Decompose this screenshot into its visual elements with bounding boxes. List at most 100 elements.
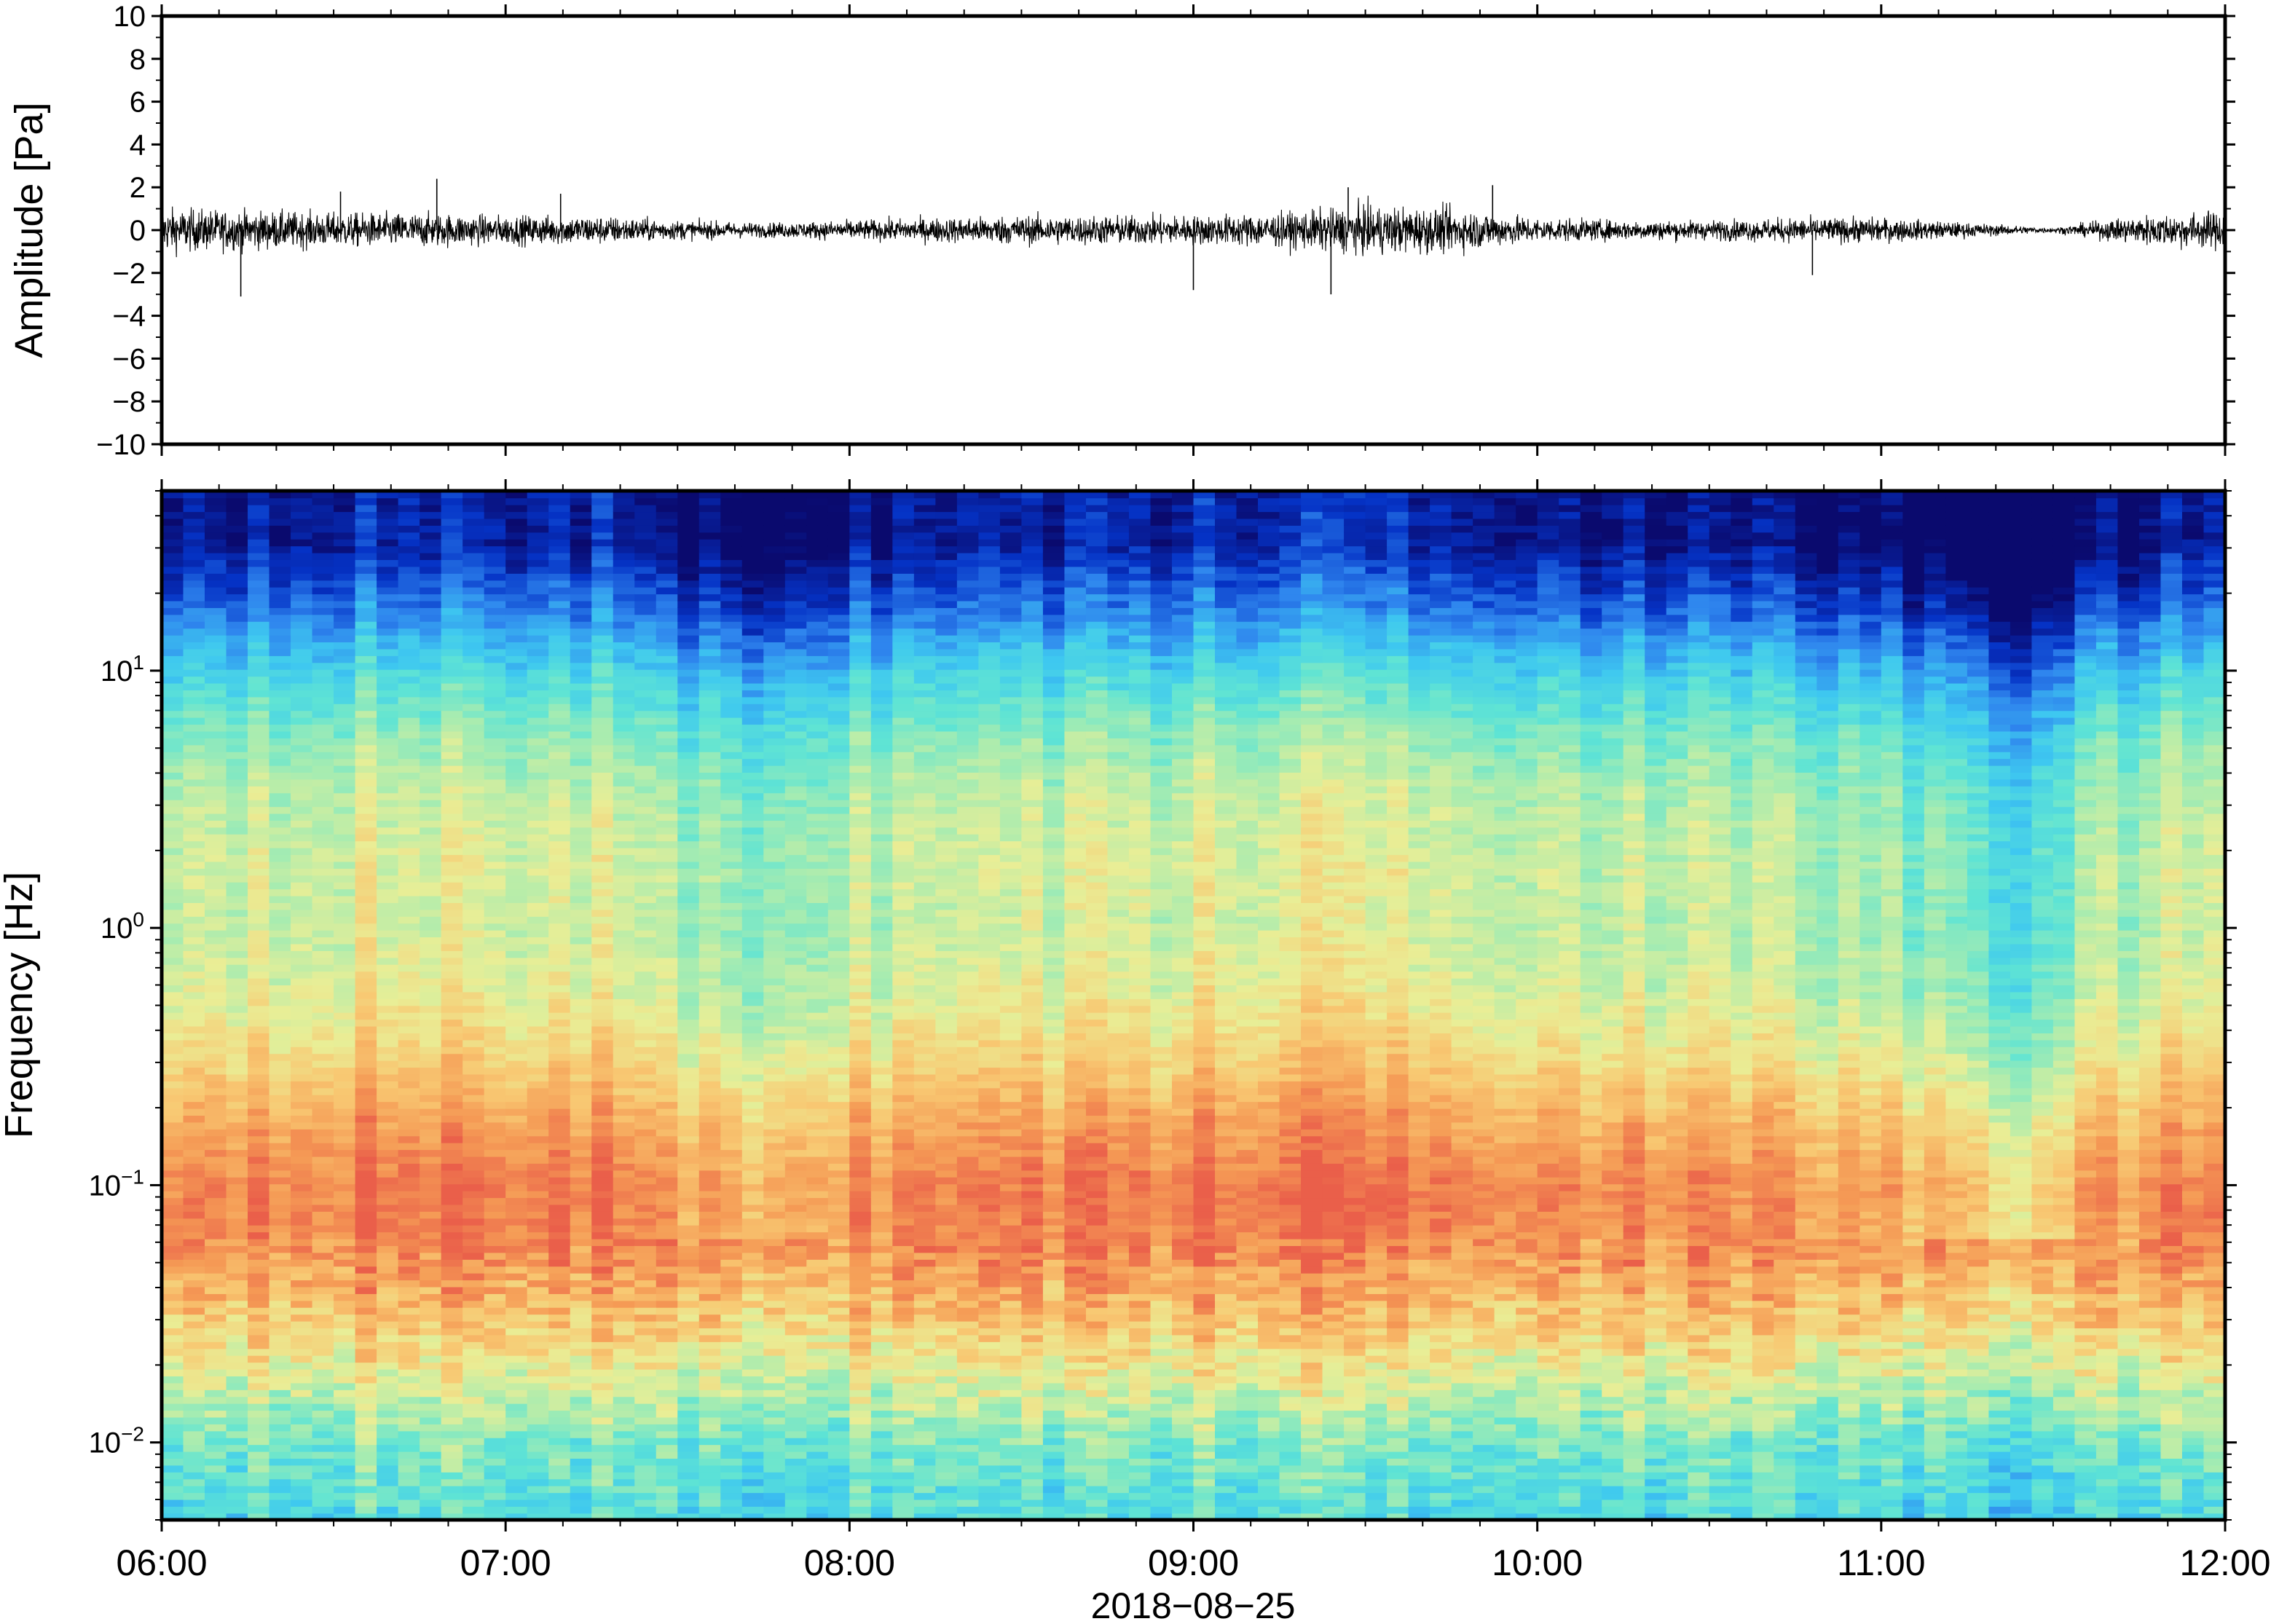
spectrogram-cell	[377, 1396, 399, 1404]
spectrogram-cell	[806, 573, 829, 581]
spectrogram-cell	[248, 1348, 270, 1356]
spectrogram-cell	[527, 1039, 549, 1047]
spectrogram-cell	[463, 559, 485, 567]
spectrogram-cell	[334, 1382, 356, 1390]
spectrogram-cell	[312, 573, 334, 581]
spectrogram-cell	[698, 1129, 722, 1137]
spectrogram-cell	[505, 950, 528, 958]
spectrogram-cell	[291, 758, 313, 766]
spectrogram-cell	[806, 676, 829, 684]
spectrogram-cell	[226, 1190, 248, 1199]
spectrogram-cell	[420, 1218, 442, 1226]
spectrogram-cell	[698, 573, 722, 581]
spectrogram-cell	[269, 1328, 291, 1336]
spectrogram-cell	[484, 1046, 506, 1055]
spectrogram-cell	[570, 1424, 593, 1432]
spectrogram-cell	[312, 1293, 334, 1301]
spectrogram-cell	[720, 1355, 743, 1363]
spectrogram-cell	[741, 738, 765, 746]
spectrogram-cell	[226, 738, 248, 746]
spectrogram-cell	[527, 1019, 549, 1027]
spectrogram-cell	[377, 971, 399, 979]
spectrogram-cell	[548, 1314, 571, 1322]
spectrogram-cell	[591, 1355, 614, 1363]
spectrogram-cell	[248, 573, 270, 581]
spectrogram-cell	[377, 566, 399, 574]
spectrogram-cell	[355, 847, 377, 856]
spectrogram-cell	[698, 888, 722, 896]
spectrogram-cell	[527, 888, 549, 896]
spectrogram-cell	[720, 1039, 743, 1047]
spectrogram-cell	[698, 1410, 722, 1418]
spectrogram-cell	[441, 1053, 463, 1061]
spectrogram-cell	[420, 820, 442, 828]
spectrogram-cell	[420, 710, 442, 718]
spectrogram-cell	[784, 662, 808, 670]
spectrogram-cell	[634, 1451, 657, 1459]
spectrogram-cell	[741, 834, 765, 842]
spectrogram-cell	[677, 594, 700, 602]
spectrogram-cell	[849, 1286, 872, 1294]
spectrogram-cell	[183, 1012, 205, 1020]
spectrogram-cell	[398, 1320, 420, 1329]
spectrogram-cell	[741, 1424, 765, 1432]
spectrogram-cell	[441, 937, 463, 945]
spectrogram-cell	[720, 834, 743, 842]
spectrogram-cell	[591, 1300, 614, 1308]
spectrogram-cell	[334, 614, 356, 622]
spectrogram-cell	[183, 847, 205, 856]
spectrogram-cell	[527, 1362, 549, 1370]
spectrogram-cell	[570, 1403, 593, 1411]
spectrogram-cell	[162, 868, 184, 876]
spectrogram-cell	[441, 724, 463, 732]
spectrogram-cell	[377, 628, 399, 636]
spectrogram-cell	[656, 840, 679, 848]
spectrogram-cell	[677, 1238, 700, 1246]
spectrogram-cell	[634, 710, 657, 718]
spectrogram-cell	[398, 1081, 420, 1089]
spectrogram-cell	[226, 1231, 248, 1239]
spectrogram-cell	[248, 751, 270, 760]
spectrogram-cell	[827, 957, 851, 965]
spectrogram-cell	[741, 504, 765, 513]
spectrogram-cell	[355, 1087, 377, 1095]
spectrogram-cell	[827, 1320, 851, 1329]
spectrogram-cell	[548, 1163, 571, 1171]
spectrogram-cell	[463, 1033, 485, 1041]
spectrogram-cell	[720, 1087, 743, 1095]
spectrogram-cell	[226, 1306, 248, 1315]
spectrogram-cell	[355, 1444, 377, 1452]
spectrogram-cell	[806, 1437, 829, 1446]
spectrogram-cell	[420, 545, 442, 553]
spectrogram-cell	[613, 1224, 636, 1233]
spectrogram-cell	[806, 1382, 829, 1390]
spectrogram-cell	[420, 1293, 442, 1301]
spectrogram-cell	[741, 765, 765, 773]
spectrogram-cell	[741, 744, 765, 752]
spectrogram-cell	[226, 1033, 248, 1041]
spectrogram-cell	[763, 1280, 786, 1288]
spectrogram-cell	[548, 1245, 571, 1253]
spectrogram-cell	[698, 806, 722, 814]
spectrogram-cell	[763, 895, 786, 903]
spectrogram-cell	[312, 669, 334, 677]
spectrogram-cell	[484, 1286, 506, 1294]
spectrogram-cell	[763, 648, 786, 656]
spectrogram-cell	[377, 545, 399, 553]
spectrogram-cell	[698, 1087, 722, 1095]
spectrogram-cell	[720, 1025, 743, 1033]
spectrogram-cell	[463, 607, 485, 615]
spectrogram-cell	[226, 628, 248, 636]
spectrogram-cell	[634, 1135, 657, 1143]
spectrogram-cell	[741, 628, 765, 636]
spectrogram-cell	[269, 1238, 291, 1246]
spectrogram-cell	[505, 1444, 528, 1452]
spectrogram-cell	[806, 1060, 829, 1068]
spectrogram-cell	[355, 642, 377, 650]
spectrogram-cell	[591, 937, 614, 945]
spectrogram-cell	[827, 642, 851, 650]
spectrogram-cell	[355, 690, 377, 698]
spectrogram-cell	[484, 1314, 506, 1322]
spectrogram-cell	[548, 1362, 571, 1370]
spectrogram-cell	[548, 1416, 571, 1424]
